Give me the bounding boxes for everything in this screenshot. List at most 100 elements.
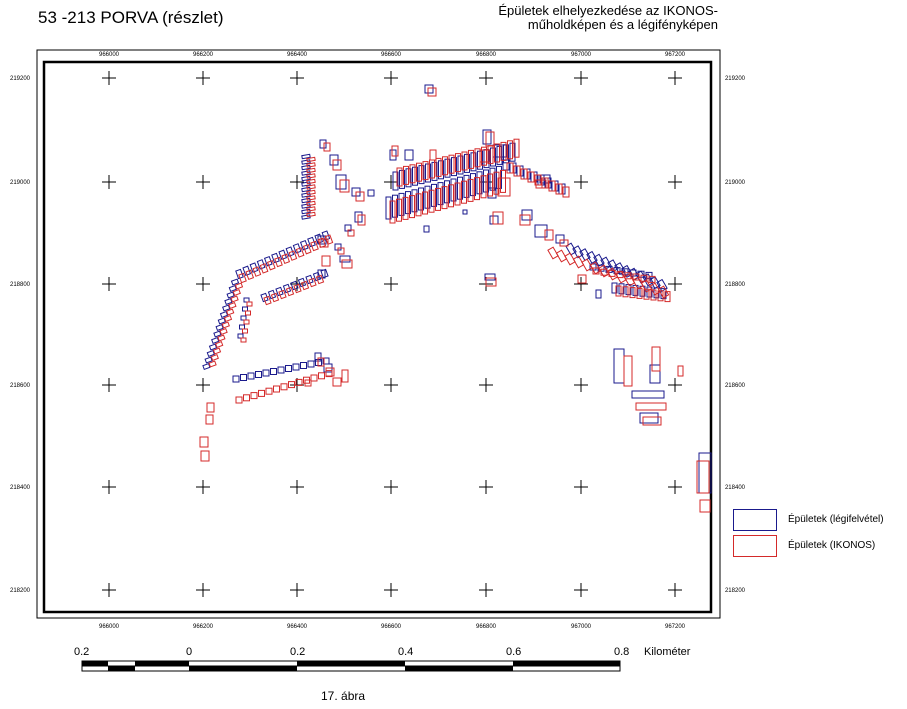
building-outline	[250, 392, 258, 400]
building-outline	[306, 211, 316, 218]
building-outline	[548, 180, 556, 192]
building-outline	[219, 327, 228, 336]
building-outline	[249, 262, 259, 273]
building-outline	[506, 162, 514, 174]
building-outline	[210, 353, 219, 362]
building-outline	[650, 289, 657, 301]
building-outline	[270, 368, 277, 375]
building-outline	[212, 347, 222, 355]
building-outline	[202, 362, 211, 371]
grid-cross	[668, 175, 682, 189]
building-outline	[547, 246, 559, 260]
building-outline	[593, 253, 605, 267]
building-outline	[339, 255, 351, 263]
subtitle-line-1: Épületek elhelyezkedése az IKONOS-	[498, 3, 718, 18]
building-outline	[699, 499, 711, 513]
y-tick-label: 219200	[10, 76, 31, 82]
building-outline	[656, 278, 668, 292]
x-tick-label: 966000	[99, 624, 120, 630]
building-outline	[572, 245, 584, 259]
x-tick-label: 967000	[571, 624, 592, 630]
building-outline	[639, 412, 659, 424]
building-outline	[616, 271, 624, 279]
building-outline	[462, 209, 468, 215]
x-tick-label: 966200	[193, 52, 214, 58]
y-tick-label: 218800	[10, 282, 31, 288]
building-outline	[480, 175, 487, 199]
building-outline	[292, 243, 302, 254]
building-outline	[319, 238, 329, 248]
building-outline	[392, 171, 399, 191]
building-outline	[221, 321, 230, 329]
building-outline	[497, 177, 511, 197]
building-outline	[324, 234, 334, 245]
legend-swatch-ikonos	[733, 535, 777, 557]
building-outline	[252, 266, 262, 277]
grid-cross	[290, 583, 304, 597]
building-outline	[306, 173, 316, 179]
building-outline	[562, 186, 570, 198]
y-tick-label: 218400	[725, 485, 746, 491]
building-outline	[240, 337, 247, 343]
building-outline	[273, 385, 280, 393]
building-outline	[288, 381, 295, 389]
map-subtitle: Épületek elhelyezkedése az IKONOS- műhol…	[398, 4, 718, 32]
building-outline	[285, 365, 292, 372]
building-outline	[307, 360, 315, 368]
building-outline	[648, 275, 656, 283]
building-outline	[281, 253, 291, 265]
building-outline	[623, 355, 633, 387]
building-outline	[243, 319, 250, 325]
scale-unit-label: Kilométer	[644, 646, 691, 658]
x-tick-label: 966200	[193, 624, 214, 630]
building-outline	[293, 283, 302, 294]
building-outline	[332, 377, 342, 387]
grid-cross	[196, 277, 210, 291]
building-outline	[520, 168, 528, 180]
building-outline	[479, 149, 491, 163]
building-outline	[642, 416, 662, 426]
building-outline	[219, 310, 229, 319]
building-outline	[579, 248, 591, 262]
building-outline	[306, 200, 316, 207]
building-outline	[677, 365, 684, 377]
building-outline	[325, 367, 335, 377]
building-outline	[441, 186, 448, 210]
building-outline	[643, 288, 650, 300]
building-outline	[255, 371, 262, 378]
building-outline	[232, 375, 240, 383]
building-outline	[409, 164, 416, 184]
building-outline	[391, 145, 399, 157]
building-outline	[332, 159, 342, 171]
grid-cross	[196, 71, 210, 85]
building-outline	[454, 182, 461, 206]
subtitle-line-2: műholdképen és a légifényképen	[527, 17, 718, 32]
x-tick-label: 966400	[287, 52, 308, 58]
building-outline	[651, 346, 661, 372]
building-outline	[435, 157, 442, 177]
building-outline	[230, 278, 240, 286]
building-outline	[306, 156, 316, 163]
building-outline	[208, 360, 217, 368]
x-tick-label: 966600	[381, 52, 402, 58]
building-outline	[555, 249, 568, 263]
building-outline	[238, 272, 247, 284]
scale-label: 0.4	[398, 646, 414, 658]
building-outline	[310, 240, 319, 252]
grid-cross	[574, 480, 588, 494]
building-outline	[657, 285, 670, 299]
building-outline	[211, 336, 220, 345]
building-outline	[245, 269, 255, 281]
building-outline	[402, 196, 409, 220]
scale-bar-segment	[297, 661, 405, 666]
grid-cross	[196, 480, 210, 494]
building-outline	[306, 162, 316, 168]
building-outline	[323, 142, 331, 152]
grid-cross	[574, 277, 588, 291]
grid-cross	[668, 480, 682, 494]
building-outline	[565, 242, 577, 256]
grid-cross	[102, 583, 116, 597]
building-outline	[280, 383, 288, 391]
building-outline	[234, 282, 244, 290]
y-tick-label: 219000	[725, 180, 746, 186]
